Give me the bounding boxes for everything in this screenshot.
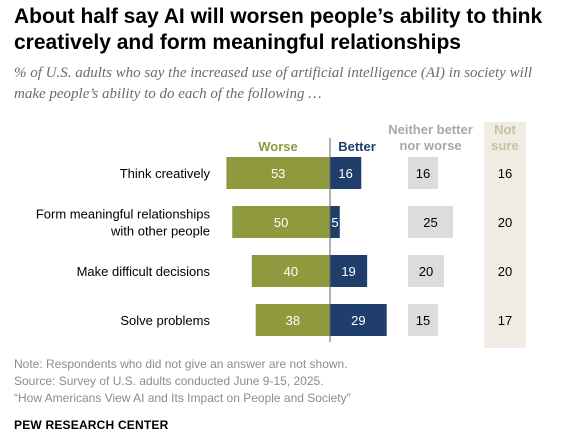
source-text: Source: Survey of U.S. adults conducted …	[14, 374, 324, 388]
bar-neither	[408, 157, 438, 189]
bar-worse	[255, 304, 330, 336]
data-label-neither: 16	[416, 166, 430, 181]
chart-subtitle: % of U.S. adults who say the increased u…	[14, 65, 533, 102]
header-neither-line-2: nor worse	[399, 138, 461, 153]
header-not-sure-line-1: Not	[494, 122, 516, 137]
header-neither-line-1: Neither better	[388, 122, 473, 137]
bar-neither	[408, 206, 453, 238]
source-organization: PEW RESEARCH CENTER	[14, 418, 169, 432]
data-label-neither: 15	[416, 313, 430, 328]
category-label: with other people	[110, 224, 210, 239]
data-label-neither: 25	[423, 215, 437, 230]
category-label: Form meaningful relationships	[36, 207, 211, 222]
data-label-not-sure: 20	[498, 215, 512, 230]
data-label-worse: 50	[274, 215, 288, 230]
data-label-better: 16	[338, 166, 352, 181]
data-label-neither: 20	[419, 264, 433, 279]
not-sure-column-background	[484, 122, 526, 348]
report-title: “How Americans View AI and Its Impact on…	[14, 391, 351, 405]
bar-neither	[408, 255, 444, 287]
category-label: Solve problems	[120, 313, 210, 328]
data-label-worse: 40	[284, 264, 298, 279]
data-label-not-sure: 16	[498, 166, 512, 181]
bar-worse	[251, 255, 330, 287]
note-text: Note: Respondents who did not give an an…	[14, 357, 348, 371]
header-worse: Worse	[258, 139, 298, 154]
data-label-better: 19	[341, 264, 355, 279]
chart-title: About half say AI will worsen people’s a…	[14, 5, 543, 54]
chart-notes: Note: Respondents who did not give an an…	[14, 356, 554, 407]
bar-better	[330, 304, 387, 336]
category-label: Make difficult decisions	[77, 264, 211, 279]
bar-worse	[226, 157, 330, 189]
bar-neither	[408, 304, 438, 336]
data-label-worse: 38	[286, 313, 300, 328]
bar-better	[330, 255, 368, 287]
data-label-better: 29	[351, 313, 365, 328]
data-label-worse: 53	[271, 166, 285, 181]
data-label-not-sure: 20	[498, 264, 512, 279]
bar-better	[330, 157, 362, 189]
header-not-sure-line-2: sure	[491, 138, 518, 153]
category-label: Think creatively	[120, 166, 211, 181]
bar-better	[330, 206, 340, 238]
bar-worse	[232, 206, 330, 238]
data-label-not-sure: 17	[498, 313, 512, 328]
header-better: Better	[338, 139, 376, 154]
data-label-better: 5	[331, 215, 338, 230]
